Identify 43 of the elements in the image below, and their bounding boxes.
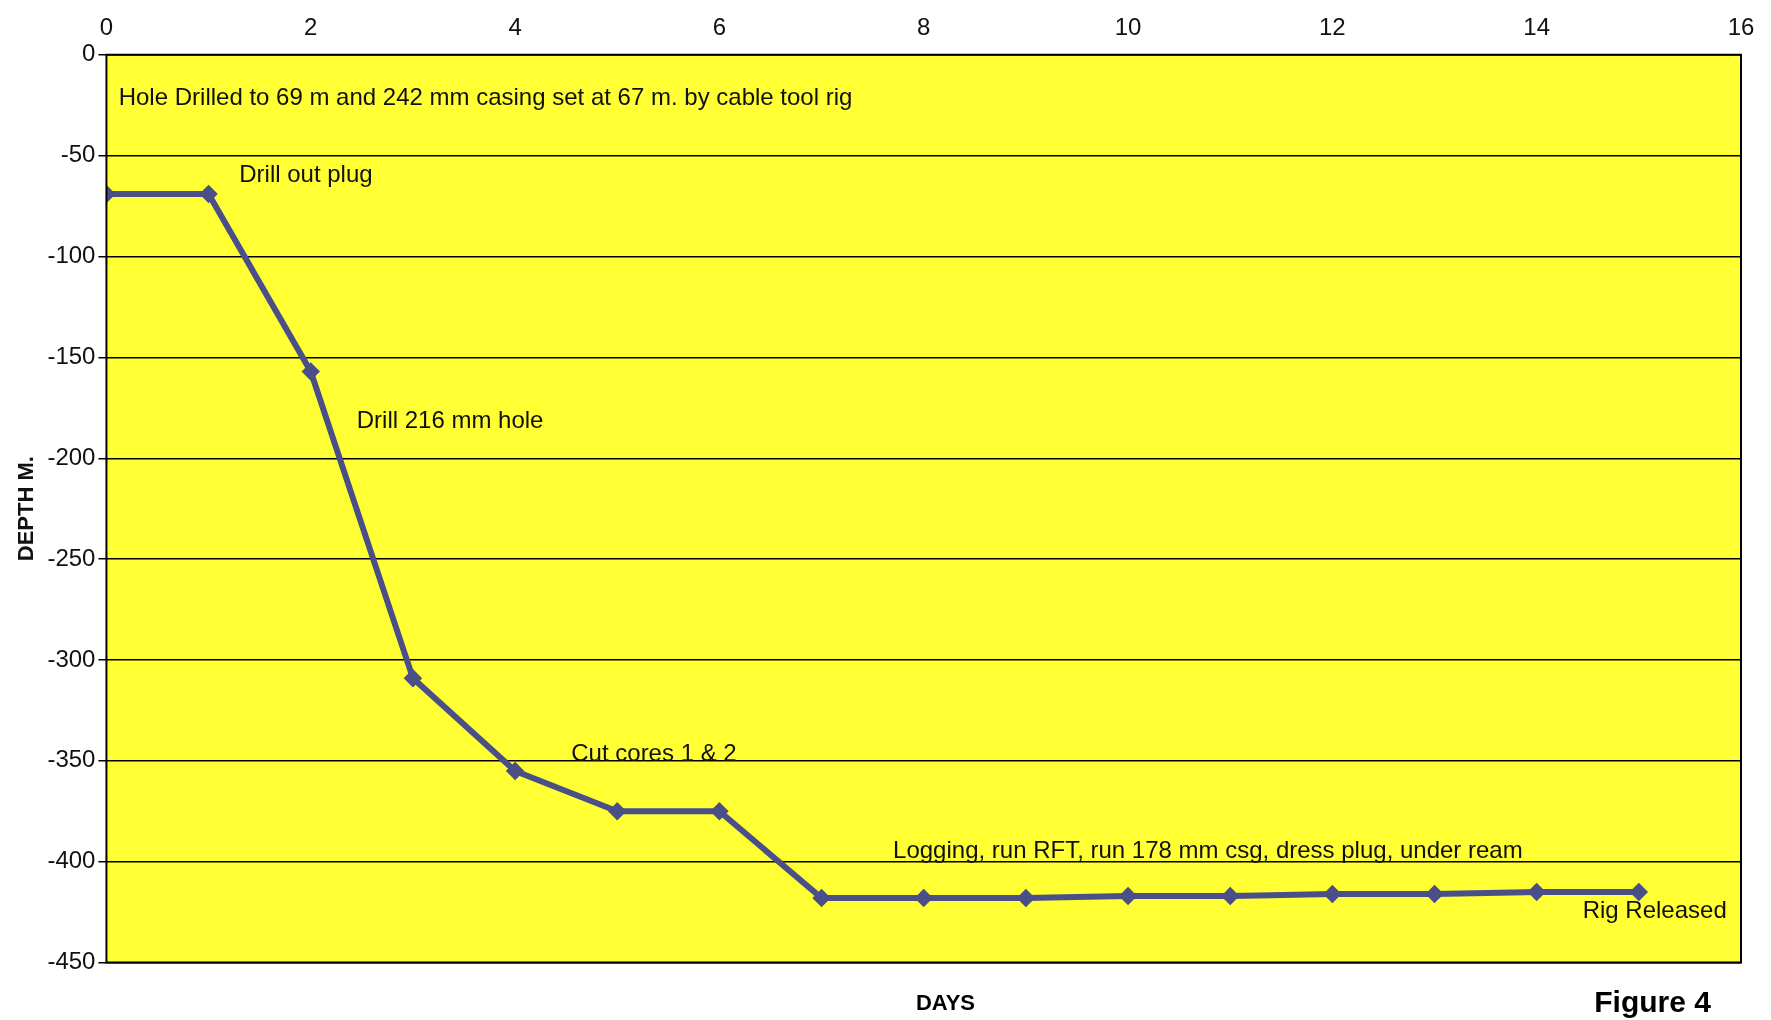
x-tick-label: 14: [1523, 13, 1551, 41]
x-tick-label: 6: [712, 13, 727, 41]
y-tick-label: -450: [47, 947, 96, 975]
point: [302, 363, 319, 380]
y-tick-label: -100: [47, 241, 96, 269]
y-tick-label: -200: [47, 442, 96, 470]
point: [507, 762, 524, 779]
y-tick-label: -50: [60, 140, 96, 168]
y-tick-label: -400: [47, 846, 96, 874]
point: [1528, 883, 1545, 900]
annotation: Rig Released: [1582, 896, 1727, 924]
point: [200, 186, 217, 202]
y-axis-title: DEPTH M.: [13, 456, 39, 562]
point: [1120, 888, 1137, 905]
annotation: Cut cores 1 & 2: [571, 738, 737, 766]
annotation: Hole Drilled to 69 m and 242 mm casing set at 67 m. by cable tool rig: [118, 83, 853, 111]
x-tick-label: 0: [99, 13, 114, 41]
point: [609, 803, 626, 820]
y-tick-label: -150: [47, 342, 96, 370]
x-tick-label: 10: [1114, 13, 1142, 41]
x-tick-label: 2: [304, 13, 318, 41]
point: [1324, 886, 1341, 903]
annotation: Drill 216 mm hole: [356, 406, 544, 434]
x-tick-label: 12: [1319, 13, 1346, 41]
y-tick-label: 0: [82, 39, 96, 67]
point: [1017, 890, 1034, 907]
annotation: Logging, run RFT, run 178 mm csg, dress plug, under ream: [893, 835, 1523, 863]
y-tick-label: -300: [47, 644, 96, 672]
point: [1222, 888, 1239, 905]
caption: Figure 4: [1594, 985, 1711, 1019]
point: [813, 890, 830, 907]
point: [1630, 883, 1647, 900]
x-tick-label: 8: [917, 13, 931, 41]
y-tick-label: -350: [47, 745, 96, 773]
point: [915, 890, 932, 907]
x-tick-label: 16: [1727, 13, 1755, 41]
annotation: Drill out plug: [239, 159, 373, 187]
point: [711, 803, 728, 820]
point: [404, 670, 421, 687]
point: [1426, 886, 1443, 903]
x-axis-title: DAYS: [915, 990, 976, 1015]
y-tick-label: -250: [47, 543, 96, 571]
x-tick-label: 4: [508, 13, 522, 41]
